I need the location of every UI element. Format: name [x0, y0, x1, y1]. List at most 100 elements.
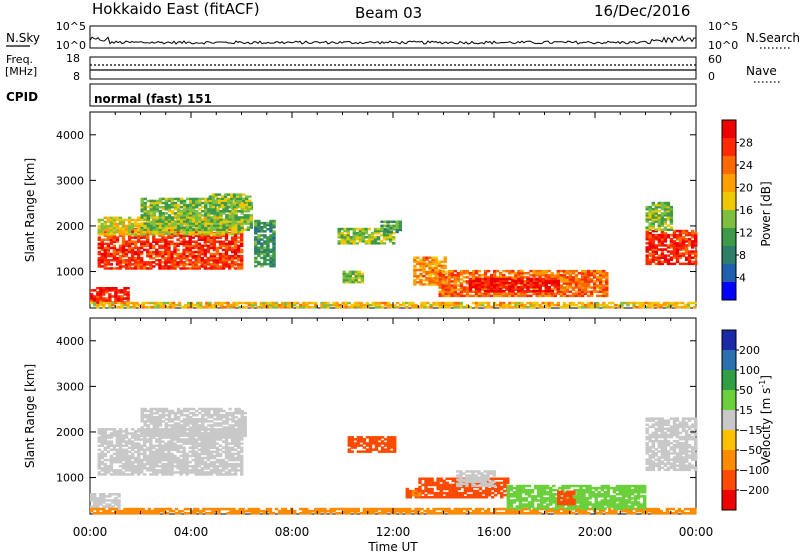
heatmap-cell: [505, 288, 509, 291]
heatmap-cell: [189, 407, 193, 411]
heatmap-cell: [200, 452, 204, 456]
heatmap-cell: [155, 238, 159, 241]
heatmap-cell: [161, 444, 165, 447]
heatmap-cell: [189, 207, 193, 211]
heatmap-cell: [459, 278, 464, 281]
heatmap-cell: [185, 473, 189, 476]
heatmap-cell: [672, 242, 677, 245]
heatmap-cell: [179, 220, 184, 223]
heatmap-cell: [360, 272, 365, 276]
heatmap-cell: [249, 207, 253, 211]
heatmap-cell: [189, 411, 193, 415]
heatmap-cell: [602, 305, 606, 309]
heatmap-cell: [432, 303, 436, 307]
heatmap-cell: [117, 305, 121, 309]
heatmap-cell: [526, 272, 530, 275]
heatmap-cell: [226, 201, 231, 205]
heatmap-cell: [477, 287, 482, 291]
heatmap-cell: [343, 229, 347, 233]
heatmap-cell: [201, 220, 205, 223]
heatmap-cell: [143, 458, 147, 462]
heatmap-cell: [209, 231, 214, 234]
heatmap-cell: [179, 234, 183, 237]
heatmap-cell: [553, 274, 557, 277]
heatmap-cell: [675, 244, 680, 247]
heatmap-cell: [271, 301, 276, 305]
heatmap-cell: [112, 248, 117, 252]
heatmap-cell: [176, 424, 181, 427]
heatmap-cell: [660, 242, 665, 245]
heatmap-cell: [237, 436, 241, 439]
heatmap-cell: [152, 420, 156, 423]
heatmap-cell: [651, 242, 655, 245]
heatmap-cell: [158, 252, 162, 256]
heatmap-cell: [112, 432, 117, 435]
heatmap-cell: [272, 242, 276, 245]
heatmap-cell: [143, 216, 147, 219]
heatmap-cell: [182, 263, 186, 266]
heatmap-cell: [197, 430, 201, 433]
heatmap-cell: [651, 256, 655, 259]
heatmap-cell: [206, 248, 211, 252]
heatmap-cell: [577, 288, 582, 291]
heatmap-cell: [133, 446, 138, 449]
heatmap-cell: [480, 288, 485, 291]
heatmap-cell: [227, 448, 232, 452]
heatmap-cell: [212, 265, 217, 268]
heatmap-cell: [191, 469, 195, 472]
heatmap-cell: [170, 197, 175, 201]
heatmap-cell: [691, 231, 695, 235]
heatmap-cell: [97, 224, 101, 228]
heatmap-cell: [477, 274, 482, 277]
heatmap-cell: [170, 438, 174, 441]
heatmap-cell: [532, 269, 536, 273]
heatmap-cell: [137, 254, 141, 258]
heatmap-cell: [161, 471, 165, 474]
heatmap-cell: [152, 454, 156, 458]
heatmap-cell: [121, 265, 126, 268]
heatmap-cell: [477, 290, 482, 293]
heatmap-cell: [224, 261, 229, 264]
heatmap-cell: [672, 252, 677, 255]
heatmap-cell: [158, 234, 162, 237]
heatmap-cell: [465, 280, 470, 283]
heatmap-cell: [179, 259, 183, 262]
heatmap-cell: [124, 436, 129, 439]
heatmap-cell: [337, 231, 341, 235]
heatmap-cell: [254, 219, 258, 223]
heatmap-cell: [176, 460, 180, 464]
heatmap-cell: [133, 458, 138, 462]
heatmap-cell: [559, 274, 564, 277]
heatmap-cell: [120, 299, 124, 302]
heatmap-cell: [265, 301, 270, 305]
heatmap-cell: [185, 263, 189, 266]
heatmap-cell: [586, 284, 591, 287]
heatmap-cell: [218, 448, 223, 452]
heatmap-cell: [272, 260, 276, 264]
heatmap-cell: [214, 301, 218, 305]
heatmap-cell: [529, 283, 533, 287]
nsky-panel: N.Sky 10^5 10^0 10^5 10^0 N.Search: [6, 20, 800, 52]
colorbar-swatch: [722, 282, 736, 301]
heatmap-cell: [164, 467, 168, 470]
heatmap-cell: [296, 305, 300, 309]
heatmap-cell: [215, 446, 220, 449]
heatmap-cell: [158, 418, 163, 421]
heatmap-cell: [511, 278, 515, 281]
heatmap-cell: [514, 278, 518, 281]
heatmap-cell: [155, 242, 159, 246]
heatmap-cell: [167, 473, 171, 476]
heatmap-cell: [474, 287, 479, 291]
heatmap-cell: [167, 471, 171, 474]
heatmap-cell: [453, 274, 457, 277]
heatmap-cell: [149, 422, 153, 425]
heatmap-cell: [562, 288, 567, 291]
heatmap-cell: [200, 246, 204, 250]
heatmap-cell: [167, 267, 171, 270]
heatmap-cell: [115, 442, 120, 445]
heatmap-cell: [126, 299, 130, 302]
heatmap-cell: [217, 203, 222, 207]
heatmap-cell: [296, 301, 300, 305]
heatmap-cell: [201, 426, 205, 429]
heatmap-cell: [523, 303, 527, 307]
